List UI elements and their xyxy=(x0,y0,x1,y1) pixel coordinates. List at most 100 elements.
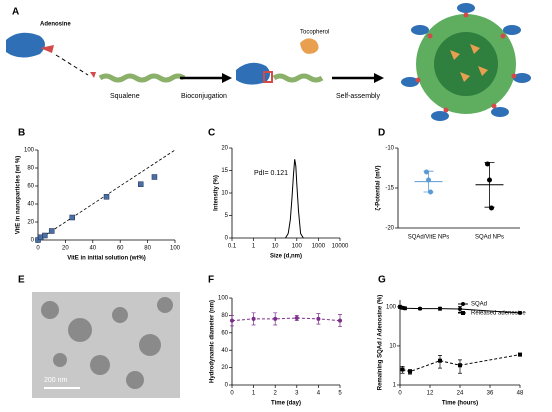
scheme-label: Tocopherol xyxy=(300,30,329,36)
axes xyxy=(397,148,520,229)
x-tick-label: 1 xyxy=(252,391,256,397)
x-tick-label: 100 xyxy=(292,244,303,250)
line xyxy=(285,159,304,239)
particles xyxy=(41,297,173,389)
x-tick-label: 100 xyxy=(170,246,181,252)
np-linkers xyxy=(415,12,517,113)
np-core xyxy=(434,32,498,96)
y-tick-label: 100 xyxy=(386,304,397,310)
point xyxy=(48,228,55,234)
x-tick-label: 48 xyxy=(517,391,524,397)
scale-label: 200 nm xyxy=(44,377,68,384)
linker xyxy=(40,45,54,53)
x-tick-label: 0.1 xyxy=(228,244,237,250)
np-heads xyxy=(401,3,531,121)
scheme-label: Adenosine xyxy=(40,22,71,28)
point xyxy=(485,161,490,167)
marker xyxy=(518,352,522,357)
marker xyxy=(273,316,278,321)
marker xyxy=(230,318,234,323)
y-axis-label: Hydrodynamic diameter (nm) xyxy=(210,300,216,383)
x-tick-label: 2 xyxy=(274,391,278,397)
adenosine-icon xyxy=(6,32,45,58)
y-tick-label: 80 xyxy=(27,166,34,172)
legend-label: SQAd xyxy=(471,302,487,308)
point xyxy=(138,181,144,187)
point xyxy=(489,205,494,211)
annotation: PdI= 0.121 xyxy=(254,170,288,177)
y-axis-label: VitE in nanoparticles (wt %) xyxy=(16,156,22,235)
scheme-label: Bioconjugation xyxy=(181,93,227,100)
y-tick-label: 40 xyxy=(221,348,228,354)
x-tick-label: SQAd/VitE NPs xyxy=(408,235,450,241)
scheme-label: Squalene xyxy=(110,93,140,100)
x-axis-label: Time (day) xyxy=(271,401,301,407)
marker xyxy=(338,318,342,323)
x-tick-label: 0 xyxy=(398,391,402,397)
x-tick-label: 10000 xyxy=(332,244,349,250)
panel-label: F xyxy=(208,275,214,286)
y-tick-label: 20 xyxy=(221,365,228,371)
y-tick-label: 5 xyxy=(225,213,229,219)
x-tick-label: 60 xyxy=(117,246,124,252)
marker xyxy=(438,358,442,363)
y-tick-label: -20 xyxy=(385,226,394,232)
marker xyxy=(438,306,442,311)
y-tick-label: 60 xyxy=(27,184,34,190)
panel-label: B xyxy=(18,128,25,139)
x-axis-label: Size (d,nm) xyxy=(270,254,302,260)
marker xyxy=(458,363,462,368)
line xyxy=(402,354,521,373)
point xyxy=(426,177,431,183)
linker xyxy=(90,72,96,78)
y-tick-label: 15 xyxy=(221,168,228,174)
y-tick-label: 1 xyxy=(393,383,397,389)
panel-label: C xyxy=(208,128,215,139)
arrow-head xyxy=(374,73,384,83)
marker xyxy=(294,316,299,321)
y-axis-label: Intensity (%) xyxy=(214,175,220,211)
point xyxy=(103,194,110,200)
y-tick-label: 0 xyxy=(31,238,35,244)
x-tick-label: 4 xyxy=(317,391,321,397)
panel-label: G xyxy=(378,275,386,286)
marker xyxy=(403,306,407,311)
point xyxy=(487,177,492,183)
y-tick-label: -15 xyxy=(385,186,394,192)
x-tick-label: 24 xyxy=(457,391,464,397)
point xyxy=(69,214,75,221)
x-tick-label: 10 xyxy=(272,244,279,250)
point xyxy=(428,189,433,195)
x-tick-label: 1000 xyxy=(312,244,326,250)
y-tick-label: 60 xyxy=(221,330,228,336)
y-tick-label: 20 xyxy=(27,220,34,226)
panel-label: E xyxy=(18,275,25,286)
x-axis-label: Time (hours) xyxy=(442,401,478,407)
conjugate-head xyxy=(236,62,270,85)
y-tick-label: 10 xyxy=(221,191,228,197)
y-axis-label: ζ-Potential (mV) xyxy=(376,165,382,210)
marker xyxy=(458,307,462,312)
x-tick-label: 80 xyxy=(144,246,151,252)
scheme xyxy=(6,3,531,121)
legend-marker xyxy=(461,311,465,315)
panel-label: A xyxy=(12,7,19,18)
linker xyxy=(263,71,273,83)
x-tick-label: SQAd NPs xyxy=(475,235,504,241)
x-tick-label: 3 xyxy=(295,391,299,397)
marker xyxy=(408,369,412,374)
x-tick-label: 20 xyxy=(62,246,69,252)
y-tick-label: 20 xyxy=(221,146,228,152)
tocopherol-icon xyxy=(300,38,319,54)
squalene-chain xyxy=(272,73,324,83)
marker xyxy=(251,316,256,321)
y-tick-label: 40 xyxy=(27,202,34,208)
x-tick-label: 1 xyxy=(252,244,256,250)
x-tick-label: 0 xyxy=(36,246,40,252)
panel-label: D xyxy=(378,128,385,139)
marker xyxy=(316,316,321,321)
scheme-label: Self-assembly xyxy=(336,93,380,100)
marker xyxy=(418,306,422,311)
legend-marker xyxy=(461,302,465,306)
